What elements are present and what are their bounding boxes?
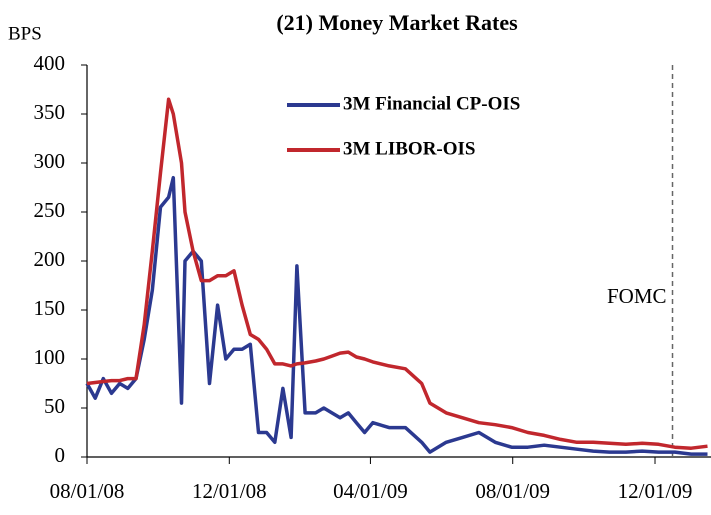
y-tick-label: 150 [34,296,66,320]
y-axis-label: BPS [8,23,42,44]
y-tick-label: 200 [34,247,66,271]
y-tick-label: 0 [55,443,66,467]
chart-title: (21) Money Market Rates [276,10,518,35]
legend-label: 3M Financial CP-OIS [343,93,520,114]
annotation-label: FOMC [607,284,667,308]
x-tick-label: 08/01/08 [50,479,125,503]
y-tick-label: 100 [34,345,66,369]
y-tick-label: 400 [34,51,66,75]
legend-label: 3M LIBOR-OIS [343,138,476,159]
y-tick-label: 250 [34,198,66,222]
x-tick-label: 12/01/09 [618,479,693,503]
y-tick-label: 350 [34,100,66,124]
y-tick-label: 50 [44,394,65,418]
data-line [85,175,708,456]
y-tick-label: 300 [34,149,66,173]
x-tick-label: 08/01/09 [475,479,550,503]
data-line [86,97,708,450]
x-tick-label: 12/01/08 [192,479,267,503]
x-tick-label: 04/01/09 [333,479,408,503]
